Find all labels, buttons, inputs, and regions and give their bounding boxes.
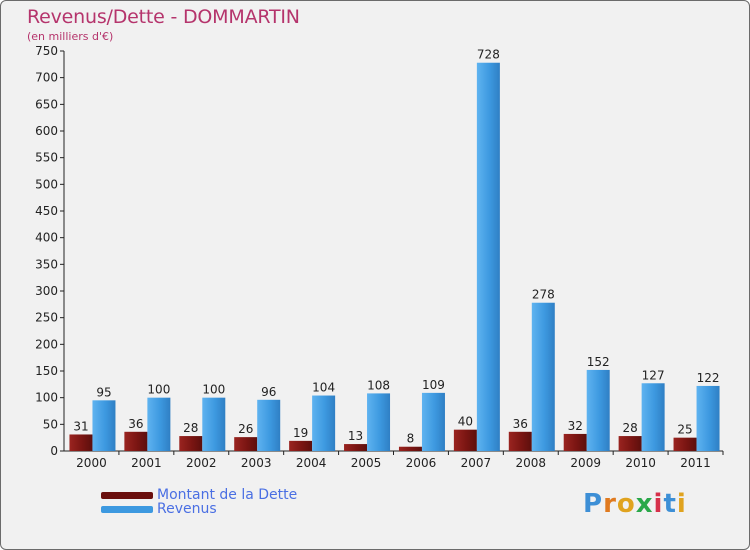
data-label-revenus: 152 xyxy=(587,355,610,369)
data-label-revenus: 100 xyxy=(147,383,170,397)
y-tick-label: 0 xyxy=(50,444,58,458)
x-tick-label: 2008 xyxy=(516,456,547,470)
logo-letter: P xyxy=(583,489,604,519)
x-tick-label: 2004 xyxy=(296,456,327,470)
data-label-revenus: 127 xyxy=(642,368,665,382)
data-label-dette: 36 xyxy=(128,417,143,431)
bar-revenus xyxy=(696,385,720,451)
x-tick-label: 2003 xyxy=(241,456,272,470)
bar-revenus xyxy=(531,302,555,451)
y-tick-label: 750 xyxy=(35,44,58,58)
data-label-revenus: 100 xyxy=(202,383,225,397)
data-label-dette: 28 xyxy=(183,421,198,435)
chart-title: Revenus/Dette - DOMMARTIN xyxy=(27,6,300,28)
logo-letter: o xyxy=(616,489,636,519)
y-tick-label: 350 xyxy=(35,257,58,271)
data-label-revenus: 278 xyxy=(532,288,555,302)
x-tick-label: 2009 xyxy=(570,456,601,470)
x-tick-label: 2000 xyxy=(76,456,107,470)
data-label-revenus: 108 xyxy=(367,378,390,392)
bar-dette xyxy=(69,434,93,451)
y-tick-label: 650 xyxy=(35,97,58,111)
bar-revenus xyxy=(147,397,171,451)
legend-swatch-dette xyxy=(101,491,153,499)
logo-letter: i xyxy=(653,489,664,519)
data-label-dette: 31 xyxy=(73,419,88,433)
data-label-revenus: 728 xyxy=(477,48,500,62)
bar-dette xyxy=(673,437,697,451)
bar-dette xyxy=(563,433,587,451)
bar-dette xyxy=(453,429,477,451)
data-label-revenus: 95 xyxy=(96,385,111,399)
data-label-dette: 36 xyxy=(513,417,528,431)
bar-revenus xyxy=(92,400,116,451)
y-tick-label: 100 xyxy=(35,391,58,405)
bar-revenus xyxy=(312,395,336,451)
data-label-dette: 13 xyxy=(348,429,363,443)
logo-letter: x xyxy=(635,489,654,519)
data-label-revenus: 122 xyxy=(697,371,720,385)
y-tick-label: 500 xyxy=(35,177,58,191)
x-tick-label: 2005 xyxy=(351,456,382,470)
y-tick-label: 200 xyxy=(35,337,58,351)
data-label-dette: 32 xyxy=(568,419,583,433)
bar-revenus xyxy=(641,383,665,451)
y-tick-label: 150 xyxy=(35,364,58,378)
x-tick-label: 2006 xyxy=(406,456,437,470)
y-tick-label: 50 xyxy=(43,417,58,431)
x-tick-label: 2001 xyxy=(131,456,162,470)
data-label-dette: 19 xyxy=(293,426,308,440)
bar-revenus xyxy=(421,392,445,451)
y-tick-label: 400 xyxy=(35,231,58,245)
bar-revenus xyxy=(586,369,610,451)
legend-label-dette: Montant de la Dette xyxy=(157,487,298,503)
x-tick-label: 2002 xyxy=(186,456,217,470)
data-label-revenus: 104 xyxy=(312,381,335,395)
y-tick-label: 700 xyxy=(35,71,58,85)
y-tick-label: 250 xyxy=(35,311,58,325)
data-label-dette: 25 xyxy=(677,423,692,437)
bar-revenus xyxy=(202,397,226,451)
logo-letter: r xyxy=(603,489,617,519)
legend-swatch-revenus xyxy=(101,505,153,513)
data-label-dette: 26 xyxy=(238,422,253,436)
proxiti-logo: Proxiti xyxy=(583,489,687,519)
data-label-dette: 40 xyxy=(458,415,473,429)
bar-revenus xyxy=(257,399,281,451)
data-label-revenus: 109 xyxy=(422,378,445,392)
data-label-dette: 8 xyxy=(407,432,415,446)
y-tick-label: 600 xyxy=(35,124,58,138)
chart-subtitle: (en milliers d'€) xyxy=(27,30,114,43)
bar-dette xyxy=(508,431,532,451)
x-tick-label: 2007 xyxy=(461,456,492,470)
legend-label-revenus: Revenus xyxy=(157,501,217,517)
bar-dette xyxy=(344,444,368,451)
logo-letter: i xyxy=(676,489,687,519)
data-label-dette: 28 xyxy=(622,421,637,435)
logo-letter: t xyxy=(663,489,677,519)
bar-dette xyxy=(234,437,258,451)
legend-item-revenus: Revenus xyxy=(101,501,217,517)
y-tick-label: 300 xyxy=(35,284,58,298)
data-label-revenus: 96 xyxy=(261,385,276,399)
bar-revenus xyxy=(476,62,500,451)
x-tick-label: 2010 xyxy=(625,456,656,470)
bar-dette xyxy=(618,436,642,451)
legend-item-dette: Montant de la Dette xyxy=(101,487,297,503)
bar-dette xyxy=(124,431,148,451)
bar-dette xyxy=(179,436,203,451)
bar-revenus xyxy=(367,393,391,451)
bar-dette xyxy=(398,446,422,451)
y-tick-label: 450 xyxy=(35,204,58,218)
x-tick-label: 2011 xyxy=(680,456,711,470)
bar-dette xyxy=(289,440,313,451)
y-tick-label: 550 xyxy=(35,151,58,165)
